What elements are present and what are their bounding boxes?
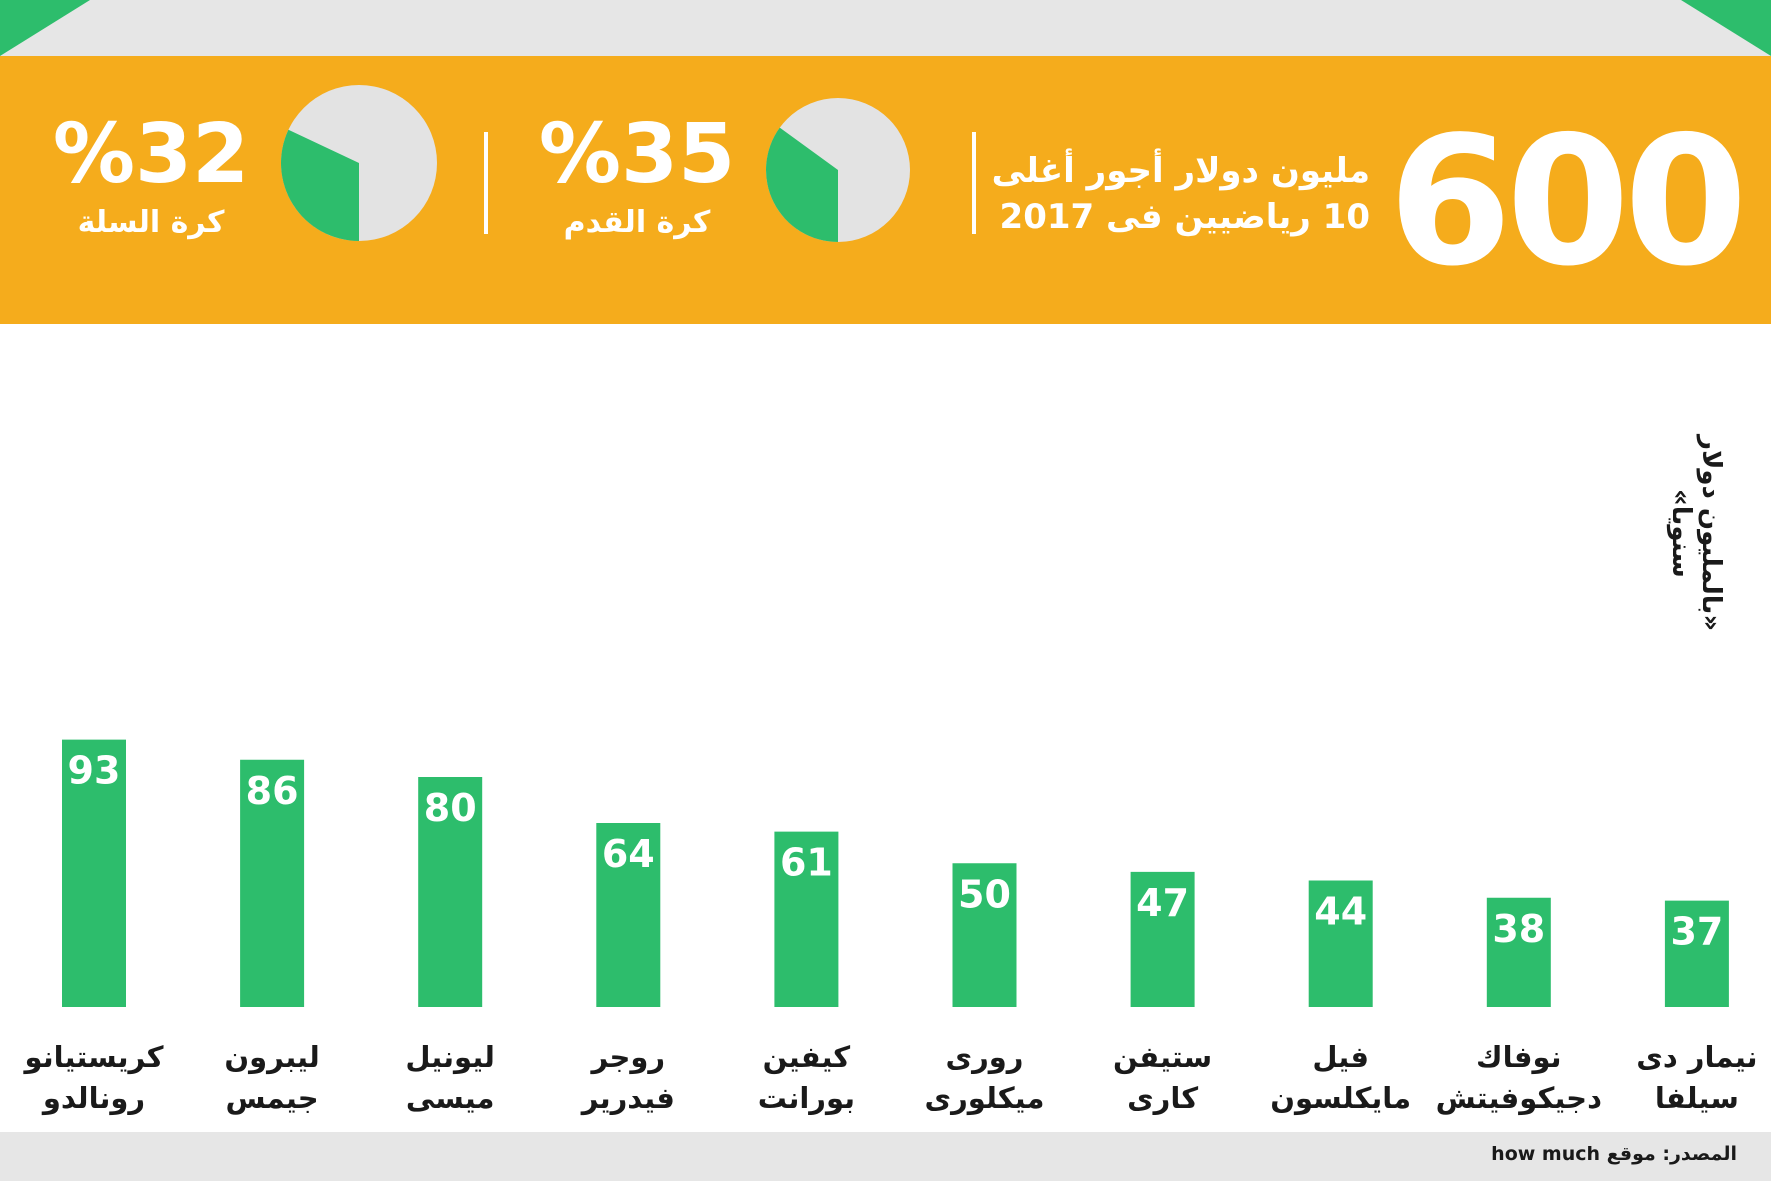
category-label-8-line-1: فيل <box>1312 1040 1369 1074</box>
football-pie-slice <box>766 127 838 242</box>
category-label-8-line-2: مايكلسون <box>1270 1081 1411 1115</box>
bar-5 <box>774 831 839 1007</box>
bar-8 <box>1308 880 1373 1007</box>
basketball-pie-slice <box>281 129 359 241</box>
bar-value-label-9: 38 <box>1492 907 1545 951</box>
bar-value-label-5: 61 <box>780 841 833 885</box>
category-label-6-line-2: ميكلورى <box>925 1081 1045 1115</box>
category-label-6-line-1: رورى <box>946 1040 1024 1074</box>
bar-10 <box>1664 900 1729 1007</box>
bar-value-label-8: 44 <box>1314 890 1367 934</box>
bar-4 <box>596 823 661 1007</box>
headline-total: 600 <box>1388 98 1748 305</box>
category-label-7-line-2: كارى <box>1127 1081 1198 1115</box>
basketball-percent: %32 <box>52 107 250 202</box>
bar-value-label-3: 80 <box>424 786 477 830</box>
bottom-band <box>0 1132 1771 1181</box>
category-label-2-line-1: ليبرون <box>224 1040 319 1074</box>
category-label-9-line-2: دجيكوفيتش <box>1436 1081 1602 1115</box>
bar-value-label-2: 86 <box>246 769 299 813</box>
category-label-10-line-2: سيلفا <box>1655 1081 1739 1115</box>
bar-value-label-4: 64 <box>602 832 655 876</box>
category-label-9-line-1: نوفاك <box>1476 1040 1562 1074</box>
football-label: كرة القدم <box>563 205 711 240</box>
bar-6 <box>952 863 1017 1007</box>
category-label-4-line-2: فيدرير <box>580 1081 675 1115</box>
football-share-pie <box>766 98 910 242</box>
football-percent: %35 <box>538 107 736 202</box>
bar-9 <box>1486 897 1551 1007</box>
headline-caption-line-2: 10 رياضيين فى 2017 <box>999 197 1370 237</box>
headline-caption: مليون دولار أجور أغلى 10 رياضيين فى 2017 <box>990 148 1370 240</box>
bar-1 <box>62 739 126 1007</box>
category-label-5-line-1: كيفين <box>763 1040 851 1074</box>
bar-3 <box>418 777 483 1007</box>
bar-value-label-10: 37 <box>1670 910 1723 954</box>
basketball-label: كرة السلة <box>77 205 225 240</box>
bar-value-label-1: 93 <box>68 749 121 793</box>
category-label-4-line-1: روجر <box>589 1040 665 1074</box>
category-label-1-line-2: رونالدو <box>41 1081 145 1115</box>
header-divider-right <box>972 132 976 234</box>
category-label-3-line-1: ليونيل <box>405 1040 495 1074</box>
category-label-2-line-2: جيمس <box>226 1081 319 1115</box>
category-label-7-line-1: ستيفن <box>1113 1040 1212 1074</box>
bar-2 <box>240 759 305 1007</box>
top-band <box>0 0 1771 56</box>
category-label-10-line-1: نيمار دى <box>1636 1040 1757 1074</box>
unit-label: «بالمليون دولار سنويا» <box>1666 434 1726 632</box>
bar-value-label-6: 50 <box>958 872 1011 916</box>
top-right-corner-triangle <box>1681 0 1771 56</box>
category-label-1-line-1: كريستيانو <box>23 1040 164 1074</box>
category-label-3-line-2: ميسى <box>406 1081 495 1115</box>
top-left-corner-triangle <box>0 0 90 56</box>
header-divider-left <box>484 132 488 234</box>
source-note: المصدر: موقع how much <box>1491 1143 1737 1165</box>
bar-7 <box>1130 871 1195 1007</box>
bar-value-label-7: 47 <box>1136 881 1189 925</box>
headline-caption-line-1: مليون دولار أجور أغلى <box>991 151 1370 191</box>
category-label-5-line-2: بورانت <box>758 1081 855 1115</box>
basketball-share-pie <box>281 85 437 241</box>
